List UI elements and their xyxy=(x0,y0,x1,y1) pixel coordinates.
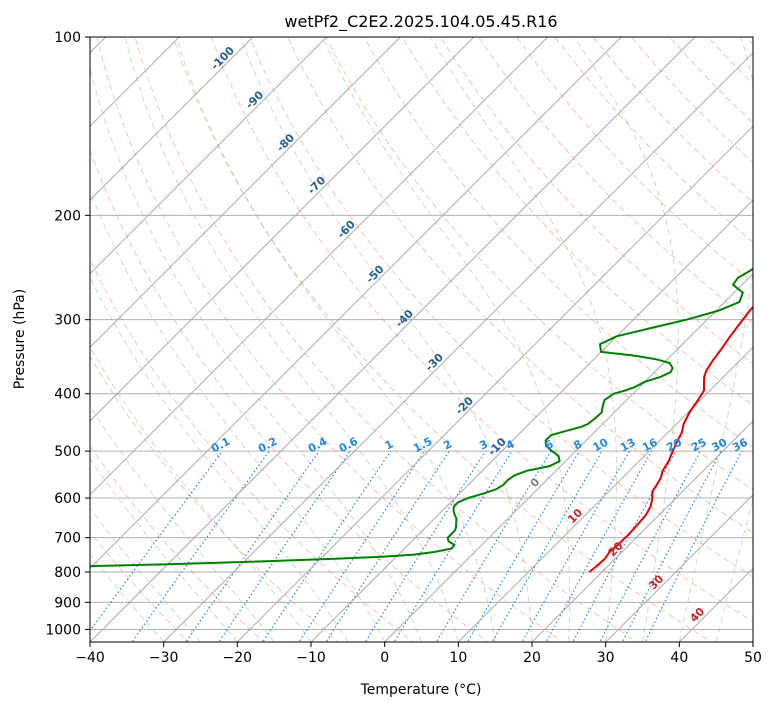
y-axis: 100 200 300 400 500 600 700 800 900 1000 xyxy=(45,30,90,638)
isotherm xyxy=(90,37,475,422)
mixing-ratio-line xyxy=(131,450,270,642)
y-tick-label: 600 xyxy=(54,491,81,507)
y-tick-label: 300 xyxy=(54,313,81,329)
mixing-ratio-line xyxy=(218,450,351,642)
mixing-ratio-label: 20 xyxy=(664,435,684,454)
y-tick-label: 500 xyxy=(54,444,81,460)
mixing-ratio-label: 13 xyxy=(618,436,638,455)
x-tick-label: −20 xyxy=(223,650,253,666)
mixing-ratio-lines xyxy=(90,450,743,642)
mixing-ratio-label: 25 xyxy=(689,436,709,455)
moist-adiabat xyxy=(90,553,165,642)
moist-adiabat xyxy=(124,37,459,642)
x-tick-label: 20 xyxy=(523,650,541,666)
dry-adiabat xyxy=(96,37,564,642)
dry-adiabat xyxy=(363,37,753,448)
moist-adiabat xyxy=(574,37,679,642)
profile-line xyxy=(588,305,753,573)
x-tick-label: −10 xyxy=(296,650,326,666)
x-tick-label: −40 xyxy=(75,650,105,666)
plot-frame xyxy=(89,36,754,643)
isotherms xyxy=(90,37,753,642)
mixing-ratio-line xyxy=(298,450,425,642)
profiles xyxy=(90,267,753,573)
moist-adiabat xyxy=(90,276,349,642)
moist-adiabat xyxy=(322,37,571,642)
y-tick-label: 200 xyxy=(54,208,81,224)
dry-adiabat xyxy=(325,37,753,491)
mixing-ratio-line xyxy=(90,450,223,632)
isotherm xyxy=(531,420,753,642)
x-tick-label: 30 xyxy=(597,650,615,666)
mixing-ratio-line xyxy=(599,450,702,642)
y-tick-label: 1000 xyxy=(45,622,81,638)
dry-adiabat xyxy=(134,37,638,642)
y-tick-label: 800 xyxy=(54,565,81,581)
mixing-ratio-line xyxy=(185,450,320,642)
isotherm xyxy=(236,125,753,642)
chart-title: wetPf2_C2E2.2025.104.05.45.R16 xyxy=(284,12,557,32)
x-tick-label: 0 xyxy=(380,650,389,666)
x-axis-label: Temperature (°C) xyxy=(360,682,482,698)
isotherm xyxy=(90,37,549,496)
isotherm xyxy=(457,346,753,642)
moist-adiabat xyxy=(678,37,753,642)
isotherm xyxy=(90,37,254,201)
dry-adiabat xyxy=(90,445,265,642)
x-axis: −40 −30 −20 −10 0 10 20 30 40 50 xyxy=(75,642,762,666)
isotherm xyxy=(90,37,401,349)
y-axis-label: Pressure (hPa) xyxy=(12,289,28,389)
x-tick-label: 40 xyxy=(670,650,688,666)
moist-adiabat xyxy=(90,507,201,642)
dry-adiabat xyxy=(439,37,753,365)
y-tick-label: 400 xyxy=(54,387,81,403)
moist-adiabat xyxy=(90,65,422,642)
dry-adiabat xyxy=(90,258,414,642)
isotherm xyxy=(310,199,753,642)
isotherm xyxy=(90,37,622,570)
moist-adiabat xyxy=(90,458,238,642)
dry-adiabat xyxy=(478,37,753,324)
isotherm xyxy=(605,493,753,642)
moist-adiabat xyxy=(715,498,753,642)
mixing-ratio-label: 16 xyxy=(640,436,660,455)
mixing-ratio-label: 30 xyxy=(710,436,730,455)
isotherm xyxy=(163,51,753,642)
dry-adiabat xyxy=(90,355,339,642)
x-tick-label: 50 xyxy=(744,650,762,666)
mixing-ratio-line xyxy=(466,450,580,642)
isotherm xyxy=(384,272,753,642)
plot-area: 0.1 0.2 0.4 0.6 1 1.5 2 3 4 6 8 10 13 16 20 25 30 36-100-… xyxy=(90,37,753,642)
moist-adiabat xyxy=(239,37,533,642)
isotherm xyxy=(90,37,696,642)
moist-adiabat xyxy=(90,189,386,642)
profile-line xyxy=(90,267,753,568)
mixing-ratio-label: 10 xyxy=(591,435,611,454)
dry-adiabat xyxy=(249,37,753,578)
moist-adiabat xyxy=(175,37,496,642)
x-tick-label: −30 xyxy=(149,650,179,666)
dry-adiabat xyxy=(401,37,753,406)
mixing-ratio-line xyxy=(393,450,513,642)
moist-adiabat xyxy=(430,37,617,642)
dry-adiabat xyxy=(287,37,753,534)
y-tick-label: 100 xyxy=(54,30,81,46)
moist-adiabat xyxy=(90,405,275,642)
y-tick-label: 700 xyxy=(54,531,81,547)
mixing-ratio-line xyxy=(325,450,450,642)
mixing-ratio-line xyxy=(262,450,392,642)
y-tick-label: 900 xyxy=(54,595,81,611)
isotherm xyxy=(90,37,328,275)
x-tick-label: 10 xyxy=(449,650,467,666)
mixing-ratio-line xyxy=(621,450,722,642)
mixing-ratio-label: 36 xyxy=(730,436,750,455)
